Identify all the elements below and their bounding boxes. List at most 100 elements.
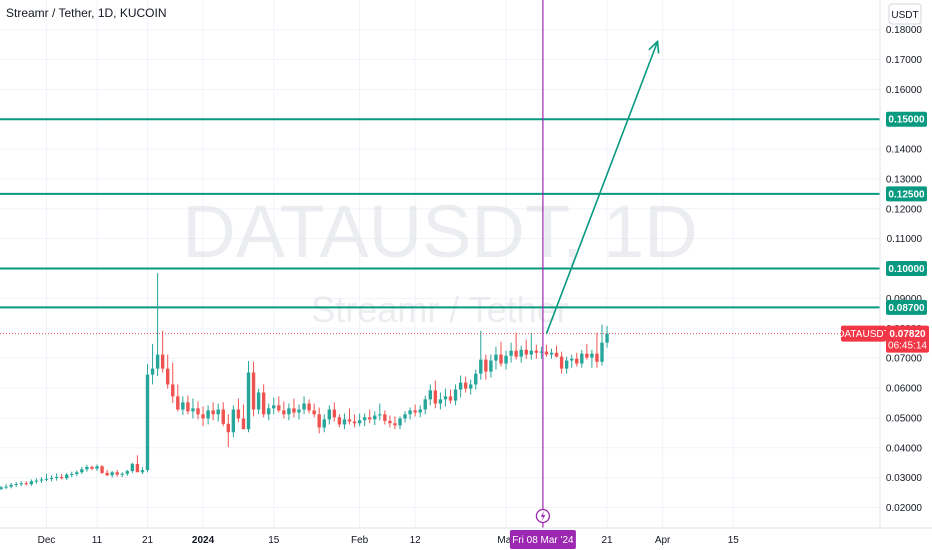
candle (256, 388, 261, 415)
candle-body (206, 410, 210, 419)
candle-body (423, 399, 427, 410)
lightning-icon (540, 510, 546, 522)
candle (544, 344, 549, 357)
time-axis[interactable]: Dec 11 21 2024 15 Feb 12 Mar 21 Apr 15 (38, 535, 740, 546)
candle (261, 384, 266, 418)
last-price-badge (886, 325, 929, 353)
candle (236, 398, 241, 423)
candle-body (54, 477, 59, 479)
level-price-label: 0.08700 (888, 303, 925, 314)
candle-body (125, 471, 129, 474)
candle (0, 485, 3, 491)
candle-body (70, 474, 74, 476)
symbol-title[interactable]: Streamr / Tether, 1D, KUCOIN (6, 6, 167, 20)
candle (44, 474, 49, 482)
candle (216, 403, 220, 422)
candle-body (181, 402, 185, 410)
x-tick-label: 21 (142, 535, 154, 546)
candle (418, 405, 422, 418)
candle-body (312, 410, 316, 415)
candle-body (160, 354, 165, 369)
candle-body (438, 399, 443, 404)
watermark-description: Streamr / Tether (311, 289, 568, 330)
candle-body (256, 392, 261, 410)
candle-body (120, 473, 124, 475)
candle (125, 469, 129, 476)
candle-body (100, 466, 104, 473)
candle (438, 392, 443, 410)
projection-arrow[interactable] (545, 41, 659, 334)
candle (368, 409, 372, 424)
candle (251, 361, 256, 417)
x-tick-label: 2024 (192, 535, 215, 546)
candle (559, 351, 564, 374)
candle (514, 332, 518, 360)
candle-body (307, 403, 311, 411)
candle (34, 478, 39, 484)
candle-body (150, 368, 155, 375)
candle-body (282, 410, 286, 415)
candle (337, 414, 342, 428)
candle (474, 369, 478, 390)
y-tick-label: 0.09000 (886, 294, 923, 305)
candle-body (292, 408, 296, 413)
candle (54, 473, 59, 481)
candle-body (115, 472, 119, 475)
candle (575, 352, 579, 367)
candle (196, 401, 200, 420)
symbol-badge (841, 325, 886, 342)
candle-body (433, 390, 438, 404)
candle (322, 414, 326, 433)
y-tick-label: 0.04000 (886, 443, 923, 454)
candle (297, 404, 301, 420)
y-tick-label: 0.06000 (886, 384, 923, 395)
y-tick-label: 0.12000 (886, 204, 923, 215)
candle-body (590, 353, 594, 358)
currency-button-label[interactable]: USDT (891, 10, 918, 21)
candle (282, 401, 286, 419)
candle-body (443, 396, 448, 400)
y-tick-label: 0.02000 (886, 503, 923, 514)
candle-body (155, 354, 160, 369)
currency-button[interactable]: USDT (888, 3, 922, 25)
x-tick-label: Dec (38, 535, 56, 546)
candle (373, 411, 377, 426)
candle (428, 384, 432, 406)
candle (221, 402, 225, 427)
currency-button-frame[interactable] (888, 3, 922, 25)
candle-body (4, 486, 8, 488)
horizontal-levels[interactable] (0, 118, 880, 309)
candle-body (373, 415, 377, 420)
y-tick-label: 0.07000 (886, 354, 923, 365)
candle-body (585, 353, 589, 358)
candle (226, 414, 230, 448)
level-price-badge (886, 111, 927, 127)
candle-body (0, 487, 3, 489)
candle-body (277, 405, 281, 411)
x-tick-label: Mar (497, 535, 515, 546)
candle-body (474, 373, 478, 385)
candle (524, 339, 528, 359)
candle-body (509, 350, 513, 356)
lightning-event-icon[interactable] (535, 508, 551, 524)
candle-body (297, 409, 301, 413)
candle-body (19, 483, 23, 485)
candle (186, 395, 190, 415)
candle (570, 354, 574, 368)
date-marker-label: Fri 08 Mar '24 (512, 535, 574, 546)
candle (80, 466, 84, 475)
candle (408, 407, 412, 420)
candle (529, 332, 533, 360)
candle (327, 405, 331, 425)
level-price-label: 0.12500 (888, 189, 925, 200)
candle (191, 398, 195, 419)
last-price-label: 0.07820 (889, 329, 926, 340)
candle (246, 361, 251, 433)
candle (155, 273, 160, 377)
candle-body (221, 409, 225, 424)
candle (140, 467, 145, 475)
candle (277, 396, 281, 413)
date-marker-badge (509, 530, 576, 549)
